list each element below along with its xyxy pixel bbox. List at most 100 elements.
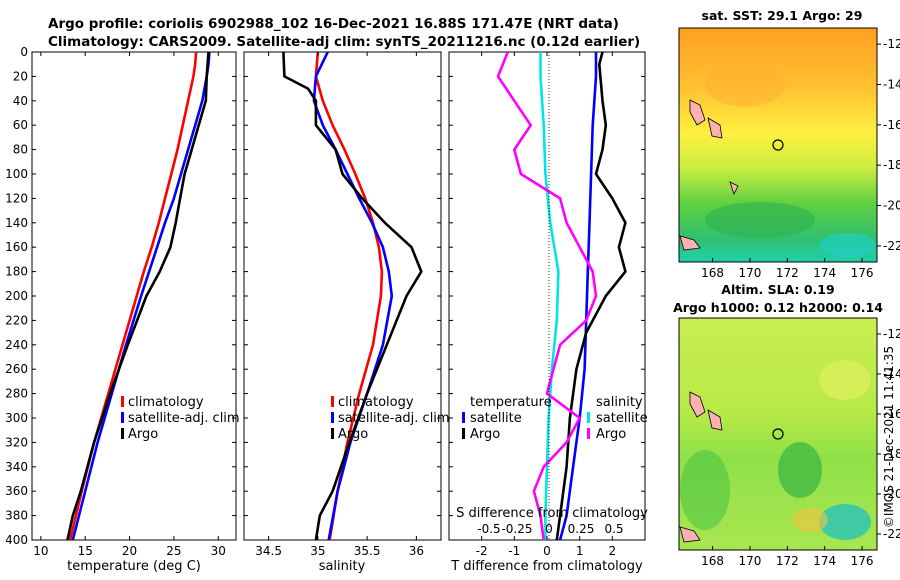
legend-swatch-temp-argo [462,428,465,439]
map-y-tick-label: -22 [883,239,900,253]
secondary-x-tick-label: 0.25 [568,522,595,536]
y-tick-label: 60 [13,118,28,132]
legend-swatch-argo [331,428,334,439]
secondary-xticks: -0.5 -0.25 0 0.25 0.5 [477,522,623,536]
y-tick-label: 180 [5,265,28,279]
legend-swatch-climatology [331,396,334,407]
map-x-tick-label: 170 [739,266,762,280]
legend-temp-satellite: satellite [470,411,522,426]
sla-map-title-2: Argo h1000: 0.12 h2000: 0.14 [673,300,883,315]
map-y-tick-label: -18 [883,447,900,461]
warm-patch [705,63,785,107]
legend-swatch-temp-satellite [462,412,465,423]
map-x-tick-label: 172 [776,266,799,280]
map-x-tick-label: 168 [701,554,724,568]
header-line1: Argo profile: coriolis 6902988_102 16-De… [48,16,619,32]
legend-swatch-sal-argo [587,428,590,439]
map-y-tick-label: -12 [883,37,900,51]
x-tick-label: 34.5 [255,544,282,558]
y-tick-label: 320 [5,435,28,449]
secondary-x-tick-label: 0 [545,522,553,536]
map-x-tick-label: 172 [776,554,799,568]
y-tick-label: 40 [13,94,28,108]
salinity-plot [282,52,423,540]
legend-temp-argo: Argo [470,427,500,442]
map-y-tick-label: -12 [883,327,900,341]
salinity-xlabel: salinity [319,559,366,574]
y-tick-label: 240 [5,338,28,352]
island-outline [689,391,706,418]
y-tick-label: 80 [13,143,28,157]
sst-map-title: sat. SST: 29.1 Argo: 29 [702,8,863,23]
difference-legend: temperature satellite Argo salinity sate… [462,395,648,442]
y-tick-label: 380 [5,509,28,523]
depth-axis: 0 20 40 60 80 100 120 140 160 180 200 220 240 260 280 3… [5,45,645,547]
difference-xlabel: T difference from climatology [450,559,643,574]
x-tick-label: 0 [543,544,551,558]
map-y-tick-label: -14 [883,77,900,91]
island-outline [689,99,706,126]
high-patch [819,360,871,400]
legend-sal-satellite: satellite [596,411,648,426]
map-x-tick-label: 168 [701,266,724,280]
series-line-argo [282,52,423,540]
legend-sal-argo: Argo [596,427,626,442]
x-tick-label: -2 [476,544,488,558]
difference-secondary-xlabel: S difference from climatology [456,506,648,521]
y-tick-label: 160 [5,240,28,254]
cool-patch [705,202,815,238]
legend-climatology: climatology [128,395,204,410]
legend-swatch-satellite [331,412,334,423]
y-tick-label: 400 [5,533,28,547]
y-tick-label: 280 [5,387,28,401]
island-outline [679,235,701,251]
footer-credit: ©IMOS 21-Dec-2021 11:41:35 [882,346,896,528]
y-tick-label: 200 [5,289,28,303]
map-x-tick-label: 176 [851,554,874,568]
map-y-tick-label: -16 [883,407,900,421]
y-tick-label: 220 [5,313,28,327]
difference-plot [496,52,627,540]
y-tick-label: 120 [5,191,28,205]
x-tick-label: 35 [310,544,325,558]
y-tick-label: 0 [20,45,28,59]
x-tick-label: -1 [508,544,520,558]
map-x-tick-label: 176 [851,266,874,280]
x-tick-label: 35.5 [354,544,381,558]
y-tick-label: 100 [5,167,28,181]
salinity-legend: climatology satellite-adj. clim Argo [331,395,450,442]
y-tick-label: 300 [5,411,28,425]
legend-argo: Argo [128,427,158,442]
cold-patch [819,504,871,540]
y-tick-label: 20 [13,69,28,83]
legend-swatch-satellite [121,412,124,423]
legend-swatch-climatology [121,396,124,407]
sst-map-features [679,63,876,257]
island-outline [707,409,723,431]
map-y-tick-label: -20 [883,199,900,213]
legend-swatch-argo [121,428,124,439]
y-tick-label: 340 [5,460,28,474]
map-x-tick-label: 174 [813,266,836,280]
x-tick-label: 15 [78,544,93,558]
secondary-x-tick-label: -0.5 [477,522,500,536]
sla-map-features [679,360,871,543]
series-line-temperature-satellite [558,52,598,540]
map-x-tick-label: 170 [739,554,762,568]
island-outline [679,526,701,543]
secondary-x-tick-label: -0.25 [501,522,532,536]
series-line-temperature-argo [555,52,627,540]
argo-location-marker [772,428,784,440]
island-outline [729,181,739,196]
island-outline [707,117,723,139]
temperature-xlabel: temperature (deg C) [67,559,201,574]
high-patch [792,508,828,532]
x-axes: 10 15 20 25 30 34.5 35 35.5 36 -2 -1 0 1 2 [33,52,616,558]
series-line-salinity-argo [496,52,598,540]
legend-argo: Argo [338,427,368,442]
cold-patch [820,233,876,257]
x-tick-label: 10 [33,544,48,558]
series-line-satellite-adj-clim [71,52,211,540]
low-patch [680,450,730,530]
